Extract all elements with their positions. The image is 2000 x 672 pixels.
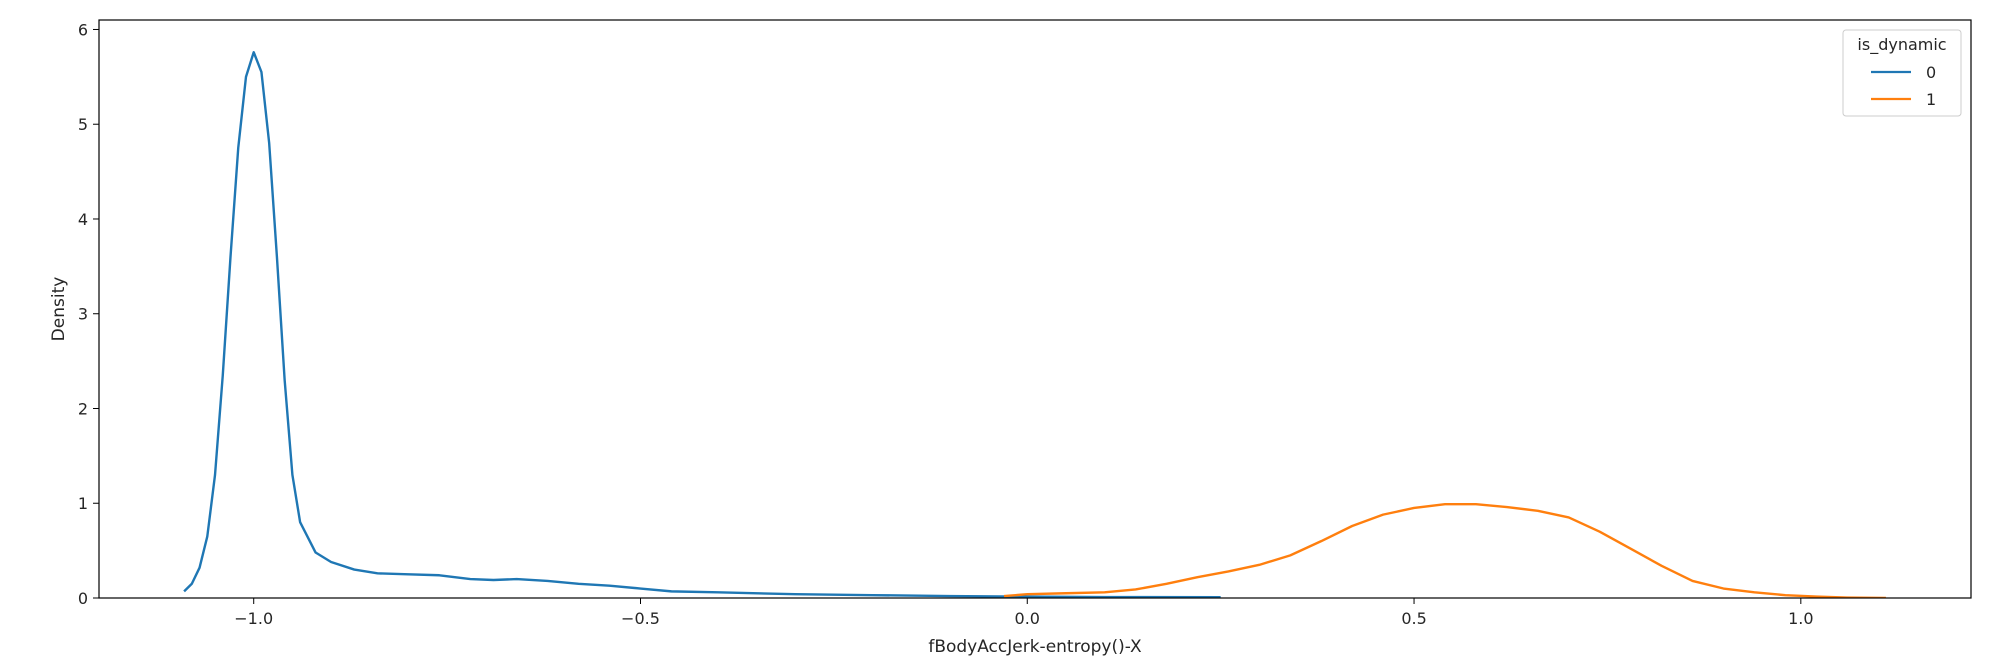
x-tick-label: −0.5 bbox=[621, 609, 660, 628]
y-tick-label: 6 bbox=[78, 20, 88, 39]
x-tick-label: −1.0 bbox=[234, 609, 273, 628]
plot-frame bbox=[98, 19, 1972, 599]
y-tick-label: 5 bbox=[78, 115, 88, 134]
x-tick-label: 1.0 bbox=[1788, 609, 1813, 628]
y-axis-label: Density bbox=[49, 277, 69, 342]
y-tick-label: 4 bbox=[78, 210, 88, 229]
y-tick-label: 3 bbox=[78, 305, 88, 324]
y-tick-label: 2 bbox=[78, 399, 88, 418]
series-line-0 bbox=[183, 51, 1221, 598]
legend-label-series-1: 1 bbox=[1926, 90, 1936, 109]
x-axis-label: fBodyAccJerk-entropy()-X bbox=[928, 637, 1142, 657]
series-line-1 bbox=[1003, 502, 1886, 598]
y-tick-label: 0 bbox=[78, 589, 88, 608]
legend-label-series-0: 0 bbox=[1926, 63, 1936, 82]
legend: is_dynamic 0 1 bbox=[1842, 29, 1962, 117]
x-tick-label: 0.5 bbox=[1401, 609, 1426, 628]
legend-title: is_dynamic bbox=[1857, 35, 1946, 55]
x-tick-label: 0.0 bbox=[1015, 609, 1040, 628]
y-tick-label: 1 bbox=[78, 494, 88, 513]
